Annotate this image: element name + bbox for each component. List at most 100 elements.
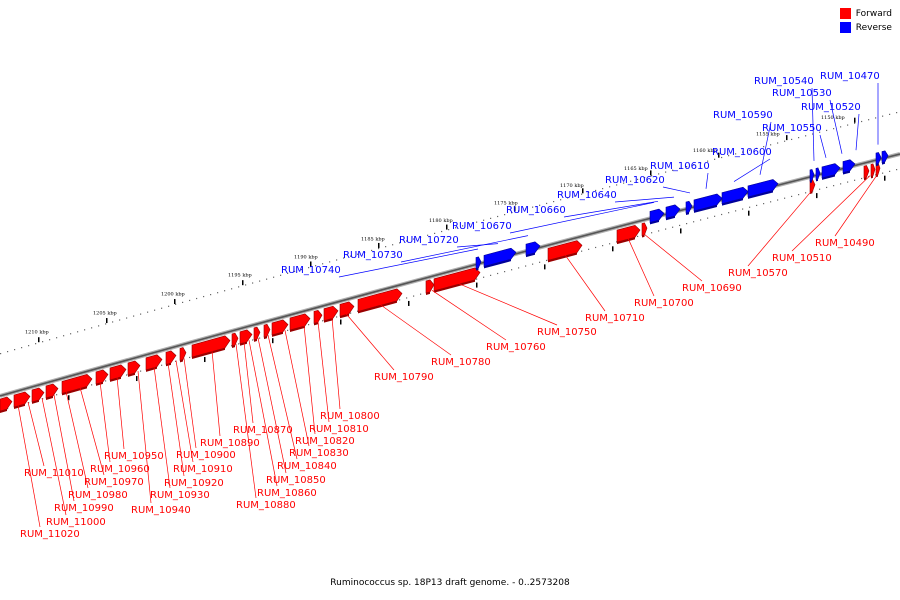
rum-10830-label-forward: RUM_10830 [289,448,349,459]
gene-block-shade [434,279,475,293]
rum-11010-label-forward: RUM_11010 [24,468,84,479]
scale-dot [616,184,618,186]
leader-line [65,391,89,489]
scale-dot [693,221,695,223]
rum-10900-label-forward: RUM_10900 [176,450,236,461]
scale-dot [105,323,107,325]
scale-dot [847,181,849,183]
scale-dot [476,221,478,223]
rum-10750-label-forward: RUM_10750 [537,327,597,338]
scale-tick [242,280,244,286]
scale-dot [147,311,149,313]
reverse-gene-block [815,167,821,180]
scale-dot [756,147,758,150]
scale-tick [816,193,818,199]
scale-label: 1150 kbp [821,115,845,121]
scale-label: 1155 kbp [756,132,780,138]
forward-gene-block [61,374,93,394]
forward-gene-block [357,288,403,312]
scale-dot [777,199,779,201]
scale-dot [511,269,513,271]
gene-block-shade [548,252,577,263]
scale-dot [553,200,555,203]
scale-dot [623,182,625,184]
scale-tick [612,246,614,252]
scale-dot [350,312,352,314]
scale-dot [819,131,821,133]
legend: Forward Reverse [839,8,892,36]
scale-tick [680,228,682,234]
scale-dot [819,188,821,190]
scale-dot [882,115,884,117]
scale-dot [175,360,177,362]
scale-dot [469,223,471,225]
scale-dot [497,272,499,275]
scale-dot [56,394,58,396]
scale-dot [455,227,457,229]
legend-reverse-label: Reverse [855,22,892,33]
forward-gene-block [165,350,177,365]
scale-dot [840,126,842,128]
scale-dot [483,276,485,278]
forward-gene-block [45,383,59,399]
leader-line [153,366,171,489]
rum-10660-label-reverse: RUM_10660 [506,205,566,216]
scale-dot [42,341,44,343]
rum-10540-label-reverse: RUM_10540 [754,76,814,87]
feature-blocks [0,150,889,413]
scale-dot [504,271,506,273]
scale-dot [196,297,198,300]
forward-gene-block [263,323,271,338]
gene-block-shade [526,252,535,258]
scale-dot [434,232,436,235]
scale-dot [231,345,233,347]
scale-label: 1200 kbp [161,291,185,297]
reverse-gene-block [685,200,693,214]
rum-10640-label-reverse: RUM_10640 [557,190,617,201]
scale-dot [140,370,142,372]
scale-tick [340,319,342,325]
leader-line [167,362,185,477]
scale-dot [588,191,590,193]
rum-10780-label-forward: RUM_10780 [431,357,491,368]
rum-10960-label-forward: RUM_10960 [90,464,150,475]
scale-dot [595,246,597,249]
forward-gene-block [425,279,435,294]
leader-line [855,113,860,151]
forward-gene-block [641,222,648,236]
scale-tick [718,152,720,158]
gene-block-shade [14,403,25,410]
scale-dot [420,293,422,295]
reverse-gene-block [525,241,541,256]
scale-dot [742,208,744,210]
scale-dot [420,236,422,238]
scale-tick [378,242,380,248]
scale-dot [833,185,835,187]
scale-dot [77,331,79,333]
rum-10920-label-forward: RUM_10920 [164,478,224,489]
scale-dot [672,226,674,228]
gene-block-shade [642,234,645,238]
scale-dot [238,343,240,345]
forward-gene-block [271,319,289,336]
scale-dot [322,320,324,322]
scale-dot [882,172,884,174]
rum-10950-label-forward: RUM_10950 [104,451,164,462]
scale-dot [693,164,695,166]
rum-10820-label-forward: RUM_10820 [295,436,355,447]
scale-dot [707,160,709,162]
leader-line [137,371,152,504]
scale-dot [539,261,541,263]
scale-dot [518,210,520,212]
scale-dot [532,206,534,208]
rum-10730-label-reverse: RUM_10730 [343,250,403,261]
forward-gene-block [547,240,583,261]
leader-line [317,321,330,423]
scale-dot [490,217,492,219]
scale-dot [301,268,303,271]
forward-gene-block [13,391,31,408]
rum-10940-label-forward: RUM_10940 [131,505,191,516]
scale-dot [392,244,394,246]
scale-dot [868,119,870,121]
